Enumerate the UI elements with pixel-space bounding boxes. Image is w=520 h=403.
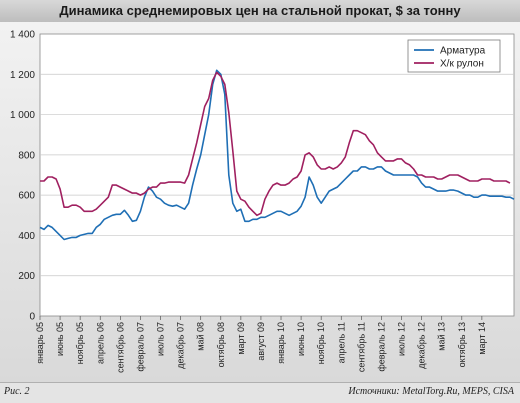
x-tick-label: декабрь 07 xyxy=(176,322,186,369)
x-tick-label: апрель 06 xyxy=(95,322,105,364)
y-tick-label: 1 000 xyxy=(10,110,35,121)
x-tick-label: май 13 xyxy=(437,322,447,351)
plot-area xyxy=(39,33,515,317)
x-tick-label: июль 12 xyxy=(397,322,407,356)
x-tick-label: октябрь 08 xyxy=(216,322,226,367)
x-tick-label: сентябрь 06 xyxy=(115,322,125,373)
y-tick-label: 400 xyxy=(18,231,35,242)
x-tick-label: февраль 12 xyxy=(376,322,386,372)
x-tick-label: ноябрь 05 xyxy=(75,322,85,364)
title-bar: Динамика среднемировых цен на стальной п… xyxy=(0,0,520,23)
legend xyxy=(407,39,501,73)
x-tick-label: январь 05 xyxy=(35,322,45,364)
x-tick-label: март 09 xyxy=(236,322,246,355)
legend-label: Арматура xyxy=(440,46,486,57)
x-tick-label: октябрь 13 xyxy=(457,322,467,367)
x-tick-label: декабрь 12 xyxy=(417,322,427,369)
chart-title: Динамика среднемировых цен на стальной п… xyxy=(59,3,461,18)
x-tick-label: апрель 11 xyxy=(336,322,346,363)
x-tick-label: ноябрь 10 xyxy=(316,322,326,364)
x-tick-label: март 14 xyxy=(477,322,487,355)
x-tick-label: июнь 10 xyxy=(296,322,306,356)
figure-label: Рис. 2 xyxy=(4,386,30,397)
legend-label: Х/к рулон xyxy=(440,59,484,70)
y-tick-label: 0 xyxy=(29,312,35,323)
y-tick-label: 1 400 xyxy=(10,30,35,41)
series-line-rebar xyxy=(39,69,515,241)
footer-bar: Рис. 2 Источники: MetalTorg.Ru, MEPS, CI… xyxy=(0,382,520,403)
y-tick-label: 800 xyxy=(18,150,35,161)
source-note: Источники: MetalTorg.Ru, MEPS, CISA xyxy=(348,386,514,397)
x-tick-label: январь 10 xyxy=(276,322,286,364)
chart-panel: 0 200 400 600 800 1 000 1 200 1 400 январь 05 июн… xyxy=(0,22,520,382)
x-tick-label: июнь 05 xyxy=(55,322,65,356)
chart-svg: 0 200 400 600 800 1 000 1 200 1 400 январь 05 июн… xyxy=(10,30,515,373)
x-tick-label: февраль 07 xyxy=(135,322,145,372)
x-tick-label: сентябрь 11 xyxy=(356,322,366,372)
y-tick-label: 200 xyxy=(18,271,35,282)
series-line-cold-rolled-coil xyxy=(40,71,511,217)
y-tick-label: 600 xyxy=(18,191,35,202)
x-tick-label: май 08 xyxy=(196,322,206,351)
x-tick-label: июль 07 xyxy=(156,322,166,356)
x-tick-label: август 09 xyxy=(256,322,266,361)
y-tick-label: 1 200 xyxy=(10,70,35,81)
